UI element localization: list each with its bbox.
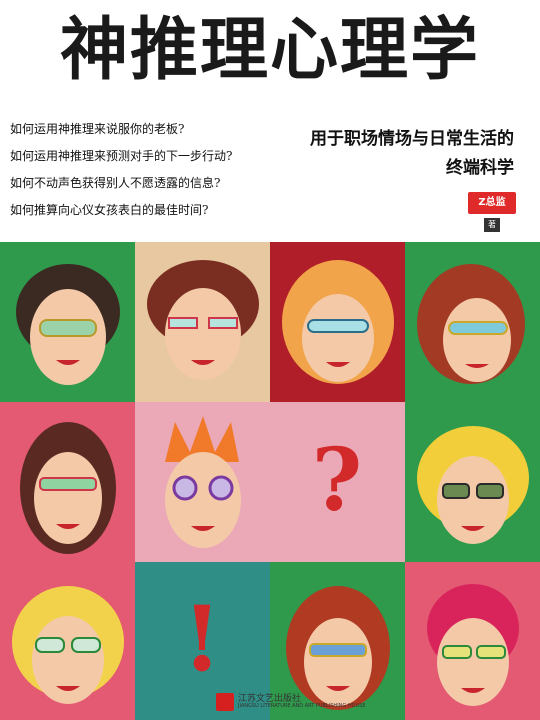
tile-face-orange-spiky	[135, 402, 270, 562]
face-illustration	[135, 242, 270, 402]
subtitle-line-1: 用于职场情场与日常生活的	[310, 129, 514, 149]
tile-face-brown-short	[135, 242, 270, 402]
subtitle: 用于职场情场与日常生活的 终端科学	[254, 124, 514, 178]
tile-question: ?	[270, 402, 405, 562]
publisher-name-en: JIANGSU LITERATURE AND ART PUBLISHING HO…	[238, 703, 366, 709]
question-item: 如何运用神推理来说服你的老板?	[10, 122, 185, 136]
tile-face-curly-dark	[0, 242, 135, 402]
tile-face-long-brown	[0, 402, 135, 562]
tile-face-pink-hair	[405, 562, 540, 720]
tile-face-blonde-bob	[0, 562, 135, 720]
question-mark: ?	[312, 430, 362, 531]
publisher-logo-icon	[216, 693, 234, 711]
tile-face-auburn-long	[270, 562, 405, 720]
author-badge: Z总监	[468, 192, 516, 214]
publisher-name: 江苏文艺出版社	[238, 694, 302, 704]
tile-exclamation: !	[135, 562, 270, 720]
face-illustration	[405, 562, 540, 720]
tile-face-blonde-curly	[405, 402, 540, 562]
face-illustration	[270, 242, 405, 402]
tile-face-orange-bob	[270, 242, 405, 402]
face-illustration	[405, 242, 540, 402]
tile-face-auburn-bob	[405, 242, 540, 402]
question-item: 如何不动声色获得别人不愿透露的信息?	[10, 176, 221, 190]
face-illustration	[405, 402, 540, 562]
exclamation-illustration: !	[135, 562, 270, 720]
exclamation-mark: !	[182, 586, 222, 692]
question-list: 如何运用神推理来说服你的老板? 如何运用神推理来预测对手的下一步行动? 如何不动…	[10, 122, 310, 230]
face-illustration	[135, 402, 270, 562]
face-grid: ? !	[0, 242, 540, 720]
face-illustration	[0, 402, 135, 562]
subtitle-line-2: 终端科学	[446, 158, 514, 178]
book-title: 神推理心理学	[59, 11, 480, 90]
question-illustration: ?	[270, 402, 405, 562]
face-illustration	[0, 562, 135, 720]
question-item: 如何推算向心仪女孩表白的最佳时间?	[10, 203, 209, 217]
face-illustration	[270, 562, 405, 720]
publisher-mark: 江苏文艺出版社 JIANGSU LITERATURE AND ART PUBLI…	[216, 690, 366, 716]
author-role: 著	[484, 218, 500, 232]
face-illustration	[0, 242, 135, 402]
question-item: 如何运用神推理来预测对手的下一步行动?	[10, 149, 233, 163]
